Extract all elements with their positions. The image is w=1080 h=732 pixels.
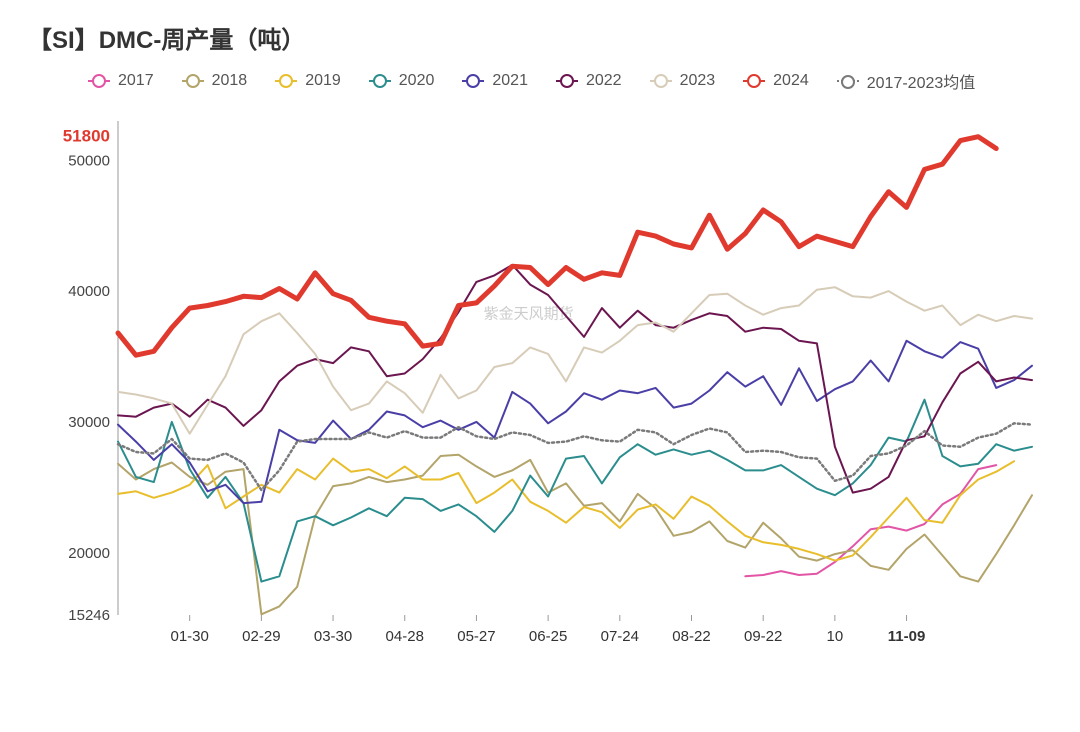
legend-item-2021[interactable]: 2021: [462, 72, 528, 90]
legend-label: 2017-2023均值: [867, 69, 976, 93]
legend-item-2017[interactable]: 2017: [88, 72, 154, 90]
legend-swatch: [462, 80, 484, 82]
legend-label: 2022: [586, 72, 622, 90]
svg-text:05-27: 05-27: [457, 628, 495, 645]
svg-text:02-29: 02-29: [242, 628, 280, 645]
legend-label: 2017: [118, 72, 154, 90]
svg-text:07-24: 07-24: [601, 628, 639, 645]
legend-swatch: [837, 80, 859, 82]
legend-label: 2020: [399, 72, 435, 90]
chart-title: 【SI】DMC-周产量（吨）: [28, 20, 1052, 55]
legend: 2017 2018 2019 2020 2021 2022 2023 2024 2017-202…: [28, 69, 1052, 93]
series-2018: [118, 455, 1032, 615]
svg-text:30000: 30000: [68, 414, 110, 431]
legend-label: 2024: [773, 72, 809, 90]
title-prefix: 【SI】: [28, 27, 99, 54]
legend-item-2020[interactable]: 2020: [369, 72, 435, 90]
series-2023: [118, 287, 1032, 434]
svg-text:20000: 20000: [68, 545, 110, 562]
svg-text:01-30: 01-30: [170, 628, 208, 645]
plot-area: 15246 20000 30000 40000 50000 51800 01-30 02-29…: [28, 101, 1052, 661]
legend-swatch: [650, 80, 672, 82]
svg-text:40000: 40000: [68, 283, 110, 300]
series-2017: [745, 465, 996, 576]
svg-text:03-30: 03-30: [314, 628, 352, 645]
legend-item-2024[interactable]: 2024: [743, 72, 809, 90]
legend-label: 2021: [492, 72, 528, 90]
legend-swatch: [556, 80, 578, 82]
legend-item-2019[interactable]: 2019: [275, 72, 341, 90]
legend-label: 2023: [680, 72, 716, 90]
svg-text:11-09: 11-09: [888, 628, 926, 645]
legend-item-2018[interactable]: 2018: [182, 72, 248, 90]
legend-swatch: [88, 80, 110, 82]
legend-label: 2019: [305, 72, 341, 90]
svg-text:06-25: 06-25: [529, 628, 567, 645]
legend-swatch: [369, 80, 391, 82]
legend-label: 2018: [212, 72, 248, 90]
svg-text:15246: 15246: [68, 607, 110, 624]
svg-text:10: 10: [827, 628, 844, 645]
legend-swatch: [275, 80, 297, 82]
legend-item-2022[interactable]: 2022: [556, 72, 622, 90]
legend-swatch: [182, 80, 204, 82]
legend-item-2023[interactable]: 2023: [650, 72, 716, 90]
legend-swatch: [743, 80, 765, 82]
series-2020: [118, 400, 1032, 582]
line-chart: 15246 20000 30000 40000 50000 51800 01-30 02-29…: [28, 101, 1052, 661]
title-main: DMC-周产量（吨）: [99, 27, 306, 54]
svg-text:04-28: 04-28: [386, 628, 424, 645]
svg-text:09-22: 09-22: [744, 628, 782, 645]
svg-text:50000: 50000: [68, 152, 110, 169]
svg-text:51800: 51800: [63, 127, 110, 146]
legend-item-mean[interactable]: 2017-2023均值: [837, 69, 976, 93]
svg-text:08-22: 08-22: [672, 628, 710, 645]
